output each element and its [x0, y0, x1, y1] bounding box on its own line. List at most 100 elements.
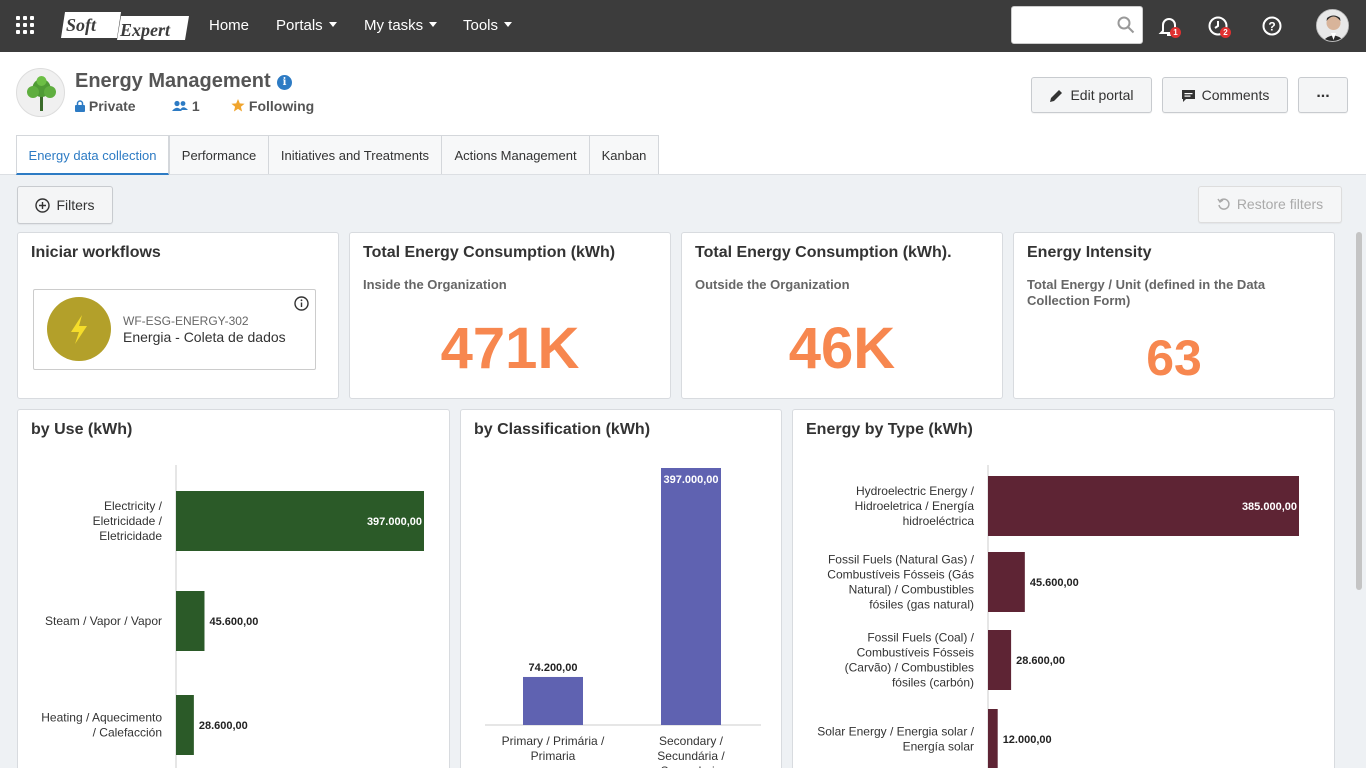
- chart-data-label: 74.200,00: [529, 662, 578, 674]
- chart-data-label: 397.000,00: [663, 474, 718, 486]
- comment-icon: [1181, 90, 1195, 102]
- kpi-value: 46K: [788, 316, 896, 381]
- chart-bar: [523, 676, 583, 725]
- tab-initiatives-and-treatments[interactable]: Initiatives and Treatments: [268, 135, 442, 174]
- members-count[interactable]: 1: [172, 98, 200, 114]
- chart-category-label: Electricity / Eletricidade / Eletricidade: [93, 499, 163, 543]
- energy-by-type-chart: Hydroelectric Energy / Hidroeletrica / En…: [817, 465, 1299, 768]
- lock-icon: [75, 100, 85, 112]
- following-status[interactable]: Following: [231, 98, 314, 114]
- chart-bar: [988, 709, 998, 768]
- nav-tools[interactable]: Tools: [463, 17, 513, 34]
- nav-home[interactable]: Home: [209, 17, 250, 34]
- workflow-card: Iniciar workflows WF-ESG-ENERGY-302 Ener…: [17, 232, 339, 399]
- kpi-card-intensity: Energy Intensity Total Energy / Unit (de…: [1013, 232, 1335, 399]
- portal-header: Energy Management i Private 1 Following …: [0, 52, 1366, 175]
- chart-data-label: 12.000,00: [1003, 734, 1052, 746]
- kpi-subtitle: Outside the Organization: [695, 277, 850, 292]
- chart-card-by-use: by Use (kWh) Electricity / Eletricidade /…: [17, 409, 450, 768]
- chart-category-label: Primary / Primária / Primaria: [502, 734, 605, 763]
- page-scrollbar[interactable]: [1356, 232, 1362, 590]
- chart-data-label: 397.000,00: [367, 516, 422, 528]
- chart-bar: [988, 476, 1299, 536]
- svg-text:?: ?: [1268, 20, 1275, 34]
- tab-kanban[interactable]: Kanban: [589, 135, 659, 174]
- caret-down-icon: [429, 22, 438, 27]
- privacy-status: Private: [75, 98, 136, 114]
- help-icon[interactable]: ?: [1260, 14, 1284, 38]
- nav-portals[interactable]: Portals: [276, 17, 337, 34]
- chart-category-label: Hydroelectric Energy / Hidroeletrica / En…: [855, 484, 975, 528]
- caret-down-icon: [504, 22, 513, 27]
- search-input[interactable]: [1011, 6, 1143, 44]
- workflow-name: Energia - Coleta de dados: [123, 329, 286, 345]
- search-icon[interactable]: [1117, 16, 1135, 34]
- chart-category-label: Fossil Fuels (Natural Gas) / Combustíveis…: [827, 553, 974, 612]
- kpi-title: Total Energy Consumption (kWh).: [695, 244, 952, 261]
- tab-energy-data-collection[interactable]: Energy data collection: [16, 135, 169, 175]
- top-bar: Soft Expert Home Portals My tasks Tools …: [0, 0, 1366, 52]
- by-classification-chart: 74.200,00 Primary / Primária / Primaria 397…: [485, 468, 761, 768]
- workflow-tile[interactable]: WF-ESG-ENERGY-302 Energia - Coleta de da…: [33, 289, 316, 370]
- chart-title: Energy by Type (kWh): [806, 421, 973, 438]
- by-use-chart: Electricity / Eletricidade / Eletricidade 3…: [41, 465, 424, 768]
- chart-data-label: 45.600,00: [209, 616, 258, 628]
- edit-portal-button[interactable]: Edit portal: [1031, 77, 1152, 113]
- portal-tree-logo: [16, 68, 65, 117]
- caret-down-icon: [328, 22, 337, 27]
- chart-category-label: Fossil Fuels (Coal) / Combustíveis Fóssei…: [845, 631, 975, 690]
- chart-data-label: 28.600,00: [199, 720, 248, 732]
- tab-performance[interactable]: Performance: [169, 135, 269, 174]
- chart-category-label: Secondary /Secundária /Secundaria: [657, 734, 725, 768]
- kpi-value: 471K: [440, 316, 580, 381]
- workflow-card-title: Iniciar workflows: [31, 244, 161, 261]
- chart-card-by-classification: by Classification (kWh) 74.200,00 Primary…: [460, 409, 782, 768]
- page-title: Energy Management: [75, 70, 271, 92]
- kpi-subtitle: Inside the Organization: [363, 277, 507, 292]
- kpi-title: Total Energy Consumption (kWh): [363, 244, 616, 261]
- workflow-icon: [47, 297, 111, 361]
- restore-icon: [1217, 198, 1230, 210]
- notification-badge: 1: [1170, 27, 1181, 38]
- chart-data-label: 28.600,00: [1016, 655, 1065, 667]
- chart-bar: [988, 630, 1012, 690]
- tab-actions-management[interactable]: Actions Management: [441, 135, 590, 174]
- chart-bar: [176, 695, 194, 755]
- nav-my-tasks[interactable]: My tasks: [364, 17, 438, 34]
- kpi-title: Energy Intensity: [1027, 244, 1152, 261]
- chart-data-label: 45.600,00: [1030, 577, 1079, 589]
- kpi-subtitle: Total Energy / Unit (defined in the Data…: [1027, 277, 1266, 308]
- chart-bar: [988, 552, 1025, 612]
- comments-button[interactable]: Comments: [1162, 77, 1288, 113]
- info-circle-icon[interactable]: [294, 296, 309, 311]
- chart-data-label: 385.000,00: [1242, 501, 1297, 513]
- users-icon: [172, 100, 188, 111]
- more-options-button[interactable]: ...: [1298, 77, 1348, 113]
- pencil-icon: [1050, 90, 1063, 102]
- user-avatar[interactable]: [1316, 9, 1349, 42]
- tasks-clock-icon[interactable]: [1206, 14, 1230, 38]
- apps-grid-icon[interactable]: [16, 16, 34, 34]
- workflow-code: WF-ESG-ENERGY-302: [123, 314, 249, 328]
- lightning-icon: [71, 315, 87, 344]
- chart-category-label: Heating / Aquecimento / Calefacción: [41, 711, 162, 740]
- chart-category-label: Steam / Vapor / Vapor: [45, 614, 162, 628]
- svg-text:Soft: Soft: [66, 15, 97, 35]
- kpi-card-outside: Total Energy Consumption (kWh). Outside …: [681, 232, 1003, 399]
- chart-category-label: Solar Energy / Energia solar / Energía so…: [817, 725, 974, 754]
- chart-bar: [176, 591, 205, 651]
- chart-bar: [176, 491, 424, 551]
- filters-button[interactable]: Filters: [17, 186, 113, 224]
- chart-bar: [661, 468, 721, 725]
- plus-circle-icon: [35, 198, 51, 213]
- kpi-value: 63: [1146, 330, 1202, 386]
- chart-card-energy-by-type: Energy by Type (kWh) Hydroelectric Energ…: [792, 409, 1335, 768]
- chart-title: by Use (kWh): [31, 421, 133, 438]
- svg-text:Expert: Expert: [119, 20, 171, 40]
- task-badge: 2: [1220, 27, 1231, 38]
- star-icon: [231, 99, 245, 112]
- softexpert-logo[interactable]: Soft Expert: [61, 10, 189, 40]
- restore-filters-button[interactable]: Restore filters: [1198, 186, 1342, 223]
- chart-title: by Classification (kWh): [474, 421, 651, 438]
- info-icon[interactable]: i: [277, 75, 292, 90]
